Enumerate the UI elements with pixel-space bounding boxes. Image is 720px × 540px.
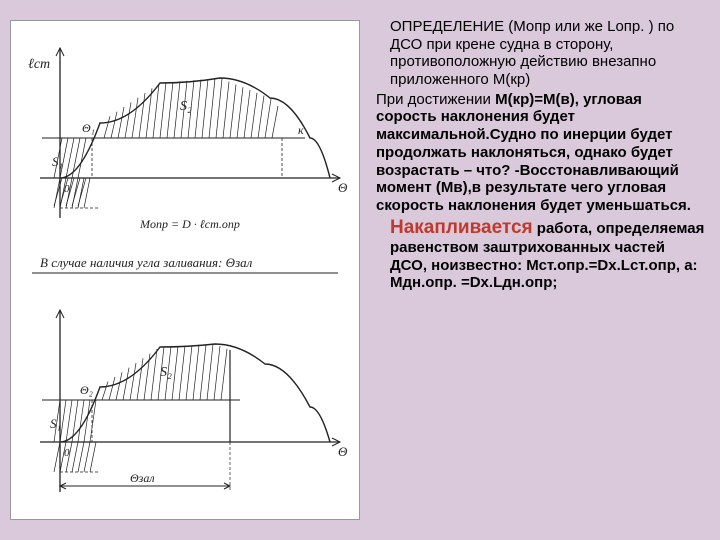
svg-text:0: 0: [64, 183, 70, 195]
diagram-panel: ℓст Θ 0 Θ₁ S₁ S₂ к Mопр = D · ℓст.опр В случае …: [0, 0, 370, 540]
svg-text:Θ₂: Θ₂: [80, 383, 93, 397]
svg-text:Θ: Θ: [338, 180, 348, 195]
p3-accent: Накапливается: [390, 217, 533, 238]
paragraph-2: При достижении М(кр)=М(в), угловая сорос…: [376, 91, 706, 215]
svg-text:Θ₁: Θ₁: [82, 121, 95, 135]
svg-text:ℓст: ℓст: [28, 57, 50, 72]
text-panel: ОПРЕДЕЛЕНИЕ (Мопр или же Lопр. ) по ДСО …: [370, 0, 720, 540]
svg-text:S₁: S₁: [50, 416, 61, 431]
svg-text:S₁: S₁: [52, 154, 63, 169]
diagram-caption: В случае наличия угла заливания: Θзал: [20, 251, 350, 279]
p2-mid: угловая сорость наклонения будет максима…: [376, 91, 691, 214]
paragraph-3: Накапливается работа, определяемая равен…: [376, 217, 706, 292]
diagram-bottom: Θ₂ S₁ S₂ Θзал Θ 0: [20, 292, 350, 512]
p2-bold: М(кр)=М(в),: [495, 91, 579, 108]
svg-text:S₂: S₂: [180, 99, 192, 114]
diagram-container: ℓст Θ 0 Θ₁ S₁ S₂ к Mопр = D · ℓст.опр В случае …: [10, 20, 360, 520]
svg-text:Θ: Θ: [338, 444, 348, 459]
svg-text:0: 0: [64, 447, 70, 459]
svg-text:к: к: [298, 123, 304, 137]
svg-text:Θзал: Θзал: [130, 471, 155, 485]
svg-text:Mопр = D · ℓст.опр: Mопр = D · ℓст.опр: [139, 217, 240, 231]
heading-word: ОПРЕДЕЛЕНИЕ: [390, 18, 504, 35]
diagram-top: ℓст Θ 0 Θ₁ S₁ S₂ к Mопр = D · ℓст.опр: [20, 28, 350, 238]
svg-text:В случае наличия угла заливани: В случае наличия угла заливания: Θзал: [40, 255, 253, 270]
svg-text:S₂: S₂: [160, 365, 172, 380]
paragraph-1: ОПРЕДЕЛЕНИЕ (Мопр или же Lопр. ) по ДСО …: [376, 18, 706, 89]
p2-lead: При достижении: [376, 91, 495, 108]
